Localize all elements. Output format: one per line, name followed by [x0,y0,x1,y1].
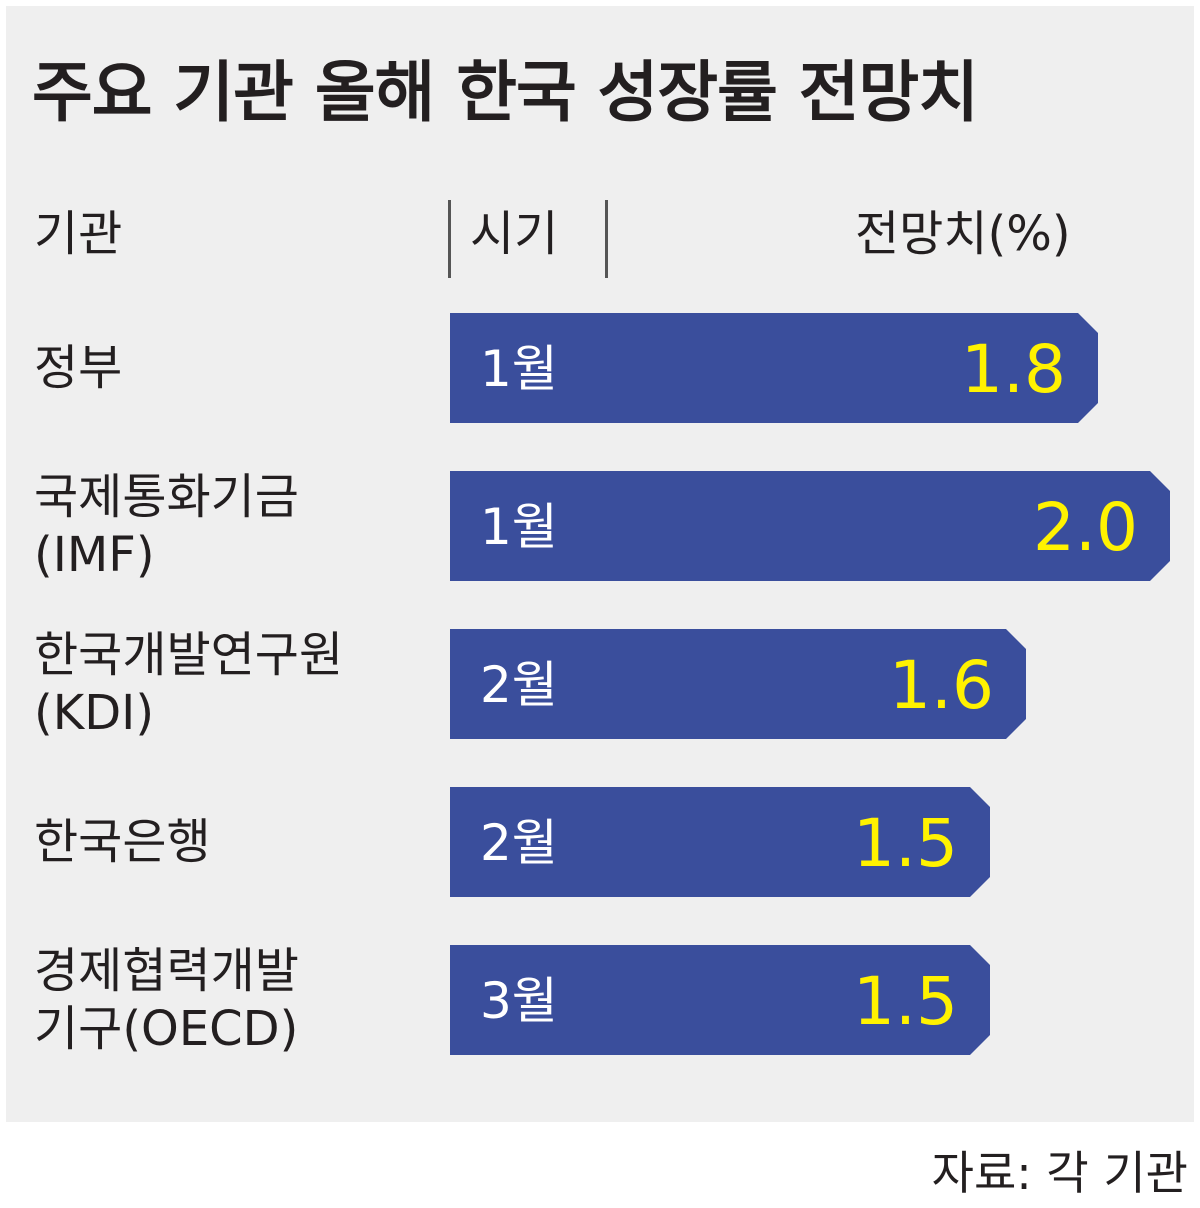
period-label: 2월 [480,656,558,714]
bar [450,629,1026,739]
period-label: 3월 [480,972,558,1030]
institution-label-line: 기구(OECD) [34,1001,299,1057]
header-divider [448,200,451,278]
period-label: 2월 [480,814,558,872]
institution-label-line: (KDI) [34,685,155,741]
source-note: 자료: 각 기관 [931,1146,1188,1200]
institution-label-line: 한국개발연구원 [34,627,344,683]
institution-label-line: 한국은행 [34,814,211,870]
value-label: 1.8 [961,331,1066,408]
header-forecast: 전망치(%) [855,206,1071,262]
value-label: 2.0 [1033,489,1138,566]
period-label: 1월 [480,340,558,398]
header-period: 시기 [470,206,559,262]
institution-label: 한국은행 [34,813,211,871]
bar [450,945,990,1055]
period-label: 1월 [480,498,558,556]
institution-label: 정부 [34,339,122,397]
institution-label: 한국개발연구원 (KDI) [34,626,343,742]
value-label: 1.6 [889,647,994,724]
header-institution: 기관 [34,206,123,262]
header-divider [605,200,608,278]
institution-label-line: 정부 [34,340,123,396]
institution-label: 경제협력개발 기구(OECD) [34,942,299,1058]
institution-label-line: (IMF) [34,527,155,583]
bar [450,787,990,897]
bar [450,471,1170,581]
institution-label-line: 경제협력개발 [34,943,299,999]
institution-label: 국제통화기금 (IMF) [34,468,299,584]
institution-label-line: 국제통화기금 [34,469,299,525]
bar [450,313,1098,423]
value-label: 1.5 [853,963,958,1040]
chart-title: 주요 기관 올해 한국 성장률 전망치 [32,54,979,131]
value-label: 1.5 [853,805,958,882]
